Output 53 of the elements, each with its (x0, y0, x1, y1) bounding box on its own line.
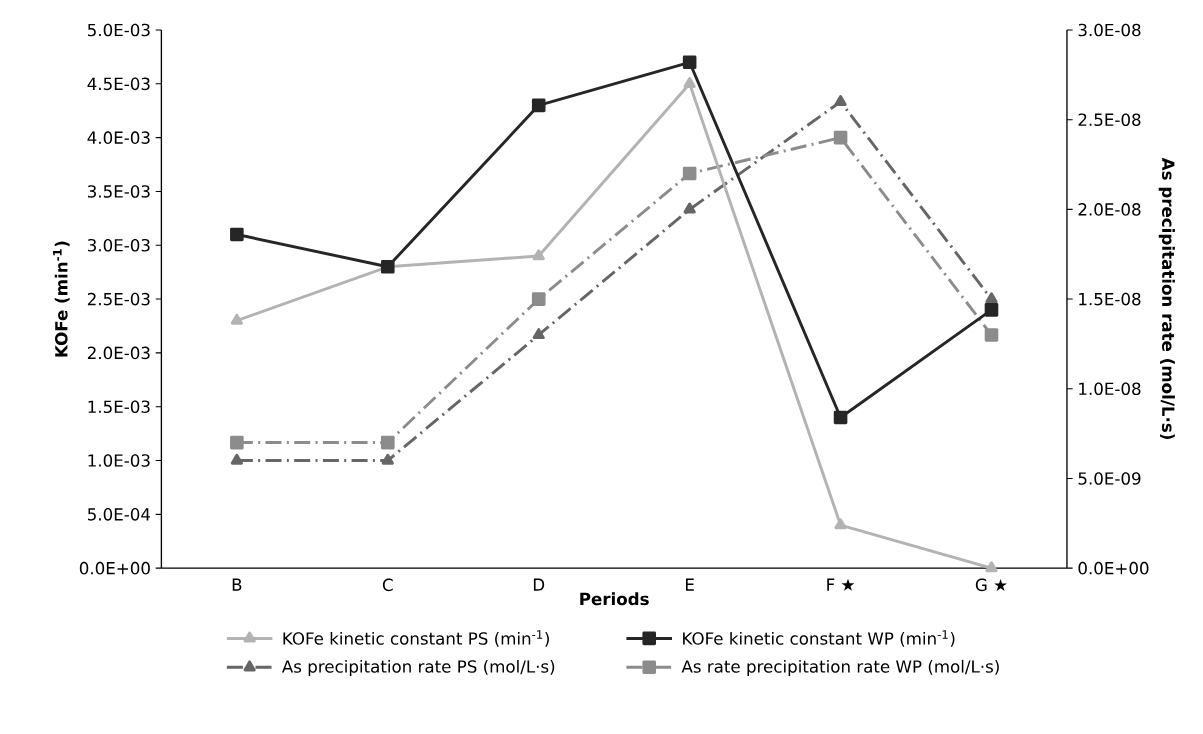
point (230, 227, 244, 242)
point (985, 292, 998, 304)
point (683, 77, 696, 89)
x-tick-label: B (232, 578, 242, 591)
x-tick-label: C (382, 578, 393, 592)
point (833, 410, 848, 425)
x-tick-label: D (533, 578, 545, 591)
y-tick-label: 0.0E+00 (79, 562, 150, 575)
point (230, 436, 244, 450)
y2-tick-label: 2.0E-08 (1078, 203, 1141, 216)
y2-tick-label: 5.0E-09 (1078, 472, 1141, 485)
point (834, 518, 847, 530)
point (230, 314, 243, 325)
point (985, 561, 998, 573)
y-tick-label: 5.0E-04 (87, 508, 151, 521)
y2-tick-label: 0.0E+00 (1078, 562, 1149, 575)
y-tick-label: 4.5E-03 (87, 77, 150, 91)
y-axis-title: KOFe (min$^{-1}$) (53, 241, 70, 357)
x-tick-label: E (686, 578, 694, 591)
y2-tick-label: 3.0E-08 (1078, 23, 1141, 37)
point (984, 328, 999, 342)
point (381, 453, 394, 465)
x-axis-title: Periods (580, 592, 649, 606)
point (683, 202, 696, 214)
y2-tick-label: 2.5E-08 (1078, 113, 1141, 127)
legend-label: KOFe kinetic constant PS (min$^{-1}$) (283, 630, 549, 648)
y-tick-label: 3.0E-03 (87, 239, 150, 252)
y-tick-label: 1.0E-03 (88, 454, 150, 468)
point (532, 249, 545, 261)
legend-label: As precipitation rate PS (mol/L·s) (281, 660, 555, 677)
y-tick-label: 5.0E-03 (87, 23, 150, 37)
point (532, 328, 545, 340)
legend-label: KOFe kinetic constant WP (min$^{-1}$) (683, 630, 955, 648)
legend-label: As rate precipitation rate WP (mol/L·s) (681, 660, 999, 677)
point (230, 453, 243, 465)
point (531, 98, 546, 113)
point (834, 95, 847, 107)
x-tick-label: G ★ (975, 578, 1007, 592)
y2-tick-label: 1.5E-08 (1079, 293, 1141, 306)
point (380, 436, 395, 450)
point (531, 292, 546, 307)
x-tick-label: F ★ (827, 578, 855, 592)
y-tick-label: 2.0E-03 (87, 346, 150, 360)
point (682, 166, 697, 181)
y-tick-label: 3.5E-03 (87, 185, 150, 198)
y2-tick-label: 1.0E-08 (1079, 382, 1141, 396)
y-tick-label: 1.5E-03 (88, 400, 150, 414)
point (682, 55, 697, 70)
point (984, 303, 999, 317)
point (833, 131, 848, 145)
y2-axis-title: As precipitation rate (mol/L·s) (1158, 158, 1175, 440)
y-tick-label: 2.5E-03 (87, 293, 150, 306)
y-tick-label: 4.0E-03 (87, 131, 150, 145)
